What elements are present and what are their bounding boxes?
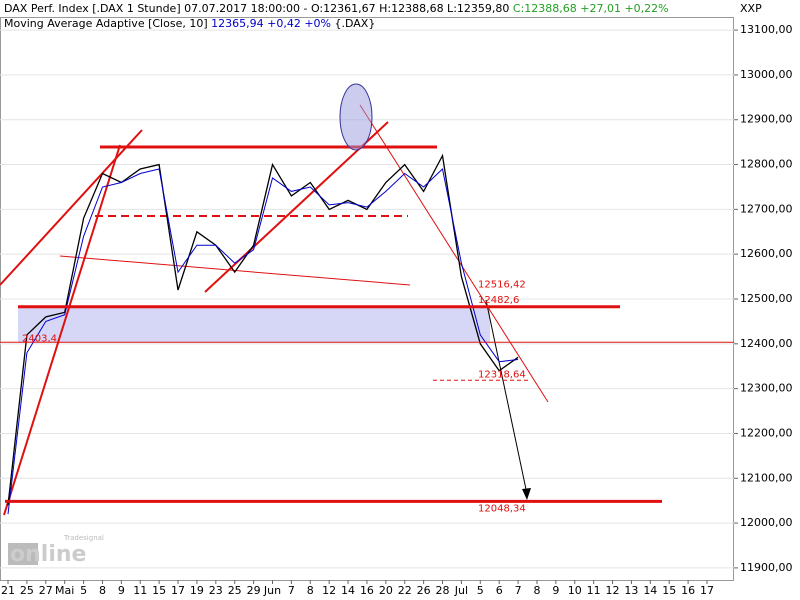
x-tick-label: 25 [20, 584, 34, 597]
x-tick-label: 14 [643, 584, 657, 597]
x-tick-label: 8 [99, 584, 106, 597]
level-layer: 12516,42 12482,6 2403,4 12318,64 12048,34 [0, 280, 734, 514]
x-tick-label: 16 [681, 584, 695, 597]
y-tick-label: 11900,00 [740, 561, 793, 574]
y-tick-label: 12500,00 [740, 292, 793, 305]
header-part: {.DAX} [334, 17, 375, 30]
x-tick-label: 16 [360, 584, 374, 597]
arrow [485, 299, 531, 500]
y-tick-label: 12100,00 [740, 471, 793, 484]
price-line [7, 168, 519, 515]
x-tick-label: 9 [552, 584, 559, 597]
x-tick-label: Jul [454, 584, 468, 597]
x-tick-label: 15 [662, 584, 676, 597]
header-line: Moving Average Adaptive [Close, 10] 1236… [4, 17, 375, 30]
header-part: C:12388,68 +27,01 +0,22% [513, 2, 669, 15]
x-tick-label: Jun [263, 584, 281, 597]
y-tick-label: 12300,00 [740, 382, 793, 395]
level-label: 12516,42 [478, 280, 526, 291]
drawings [0, 83, 549, 516]
arrow-line [485, 299, 528, 495]
grid [0, 29, 734, 569]
y-tick-label: 12200,00 [740, 426, 793, 439]
x-tick-label: 9 [118, 584, 125, 597]
x-tick-label: 23 [209, 584, 223, 597]
watermark-box [8, 543, 38, 565]
x-tick-label: 17 [171, 584, 185, 597]
x-tick-label: 25 [228, 584, 242, 597]
x-tick-label: 7 [288, 584, 295, 597]
x-tick-label: 5 [477, 584, 484, 597]
support-band [18, 306, 490, 343]
x-tick-label: 22 [398, 584, 412, 597]
thin-line [59, 255, 411, 286]
x-tick-label: 7 [515, 584, 522, 597]
y-tick-label: 12900,00 [740, 113, 793, 126]
x-tick-label: 8 [533, 584, 540, 597]
x-tick-label: 27 [39, 584, 53, 597]
x-tick-label: 14 [341, 584, 355, 597]
y-tick-label: 13000,00 [740, 68, 793, 81]
axis-panel [734, 0, 800, 600]
x-tick-label: 17 [700, 584, 714, 597]
x-tick-label: 26 [417, 584, 431, 597]
level-label: 12048,34 [478, 503, 526, 514]
header-part: DAX Perf. Index [.DAX 1 Stunde] 07.07.20… [4, 2, 513, 15]
y-tick-label: 12700,00 [740, 202, 793, 215]
watermark-small: Tradesignal [63, 534, 104, 542]
trend-line [0, 129, 143, 286]
y-tick-label: 12800,00 [740, 158, 793, 171]
x-tick-label: 29 [247, 584, 261, 597]
y-tick-label: 12000,00 [740, 516, 793, 529]
x-tick-label: 19 [190, 584, 204, 597]
price-line [7, 153, 519, 506]
y-tick-label: 13100,00 [740, 23, 793, 36]
x-tick-label: 11 [133, 584, 147, 597]
x-tick-label: 15 [152, 584, 166, 597]
x-tick-label: 6 [496, 584, 503, 597]
header-part: 12365,94 +0,42 +0% [211, 17, 334, 30]
level-label: 12318,64 [478, 369, 526, 380]
x-tick-label: 12 [322, 584, 336, 597]
trend-line [3, 144, 121, 516]
axis-name: XXP [740, 2, 762, 15]
x-tick-label: 20 [379, 584, 393, 597]
series-layer [7, 153, 519, 515]
x-tick-label: 11 [587, 584, 601, 597]
header-line: DAX Perf. Index [.DAX 1 Stunde] 07.07.20… [4, 2, 669, 15]
highlight-ellipse [339, 83, 373, 151]
x-tick-label: 10 [568, 584, 582, 597]
y-tick-label: 12400,00 [740, 337, 793, 350]
x-tick-label: 5 [80, 584, 87, 597]
header-part: Moving Average Adaptive [Close, 10] [4, 17, 211, 30]
x-tick-label: 8 [307, 584, 314, 597]
x-tick-label: Mai [55, 584, 74, 597]
arrow-head [522, 488, 531, 500]
x-tick-label: 12 [606, 584, 620, 597]
level-label: 2403,4 [22, 333, 57, 344]
level-label: 12482,6 [478, 295, 519, 306]
x-tick-label: 21 [1, 584, 15, 597]
trend-line [359, 104, 549, 403]
x-tick-label: 28 [436, 584, 450, 597]
y-tick-label: 12600,00 [740, 247, 793, 260]
watermark: online [10, 542, 86, 567]
band-layer [18, 306, 490, 343]
x-tick-label: 13 [624, 584, 638, 597]
